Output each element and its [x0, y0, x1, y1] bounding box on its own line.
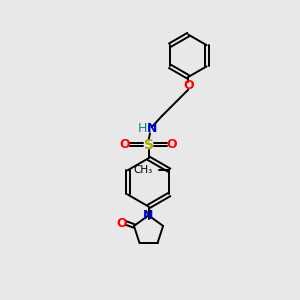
- Text: CH₃: CH₃: [134, 165, 153, 175]
- Text: O: O: [120, 138, 130, 151]
- Text: O: O: [116, 217, 127, 230]
- Text: O: O: [183, 79, 194, 92]
- Text: O: O: [167, 138, 177, 151]
- Text: S: S: [143, 138, 154, 152]
- Text: N: N: [143, 209, 154, 222]
- Text: H: H: [137, 122, 147, 135]
- Text: N: N: [147, 122, 157, 135]
